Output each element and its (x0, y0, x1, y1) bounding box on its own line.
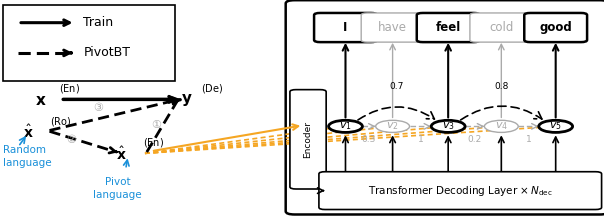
Text: ①: ① (151, 120, 161, 130)
Text: 1: 1 (525, 135, 532, 144)
Text: I: I (343, 21, 348, 34)
Text: $v_5$: $v_5$ (549, 121, 562, 132)
Text: Pivot
language: Pivot language (94, 177, 142, 200)
Text: $\mathrm{(De)}$: $\mathrm{(De)}$ (201, 82, 223, 95)
Text: $v_2$: $v_2$ (386, 121, 399, 132)
Text: $\hat{\mathbf{x}}$: $\hat{\mathbf{x}}$ (23, 124, 34, 141)
Circle shape (329, 120, 362, 132)
Text: Transformer Decoding Layer $\times\,N_{\mathrm{dec}}$: Transformer Decoding Layer $\times\,N_{\… (368, 184, 553, 198)
Text: Encoder: Encoder (304, 121, 312, 158)
Text: $\mathrm{(En)}$: $\mathrm{(En)}$ (143, 137, 164, 149)
FancyArrowPatch shape (461, 106, 542, 120)
Text: feel: feel (435, 21, 461, 34)
Text: ②: ② (66, 135, 76, 145)
Text: PivotBT: PivotBT (83, 46, 130, 59)
Text: $v_3$: $v_3$ (442, 121, 455, 132)
FancyBboxPatch shape (524, 13, 587, 42)
Text: cold: cold (489, 21, 513, 34)
FancyBboxPatch shape (286, 0, 604, 214)
Text: ③: ③ (93, 103, 103, 113)
FancyBboxPatch shape (417, 13, 480, 42)
FancyBboxPatch shape (290, 90, 326, 189)
FancyBboxPatch shape (470, 13, 533, 42)
FancyBboxPatch shape (361, 13, 424, 42)
Text: Random
language: Random language (3, 145, 52, 168)
FancyArrowPatch shape (358, 107, 434, 120)
Text: 0.8: 0.8 (495, 82, 509, 91)
Text: $v_4$: $v_4$ (495, 121, 508, 132)
FancyBboxPatch shape (319, 172, 602, 210)
Text: $\hat{\mathbf{x}}$: $\hat{\mathbf{x}}$ (116, 146, 127, 163)
FancyBboxPatch shape (314, 13, 377, 42)
Circle shape (539, 120, 573, 132)
Circle shape (376, 120, 410, 132)
Text: 0.7: 0.7 (390, 82, 404, 91)
Text: 1: 1 (417, 135, 423, 144)
Text: 0.2: 0.2 (467, 135, 482, 144)
Circle shape (431, 120, 465, 132)
FancyBboxPatch shape (3, 5, 175, 81)
Text: $\mathbf{x}$: $\mathbf{x}$ (35, 93, 47, 108)
Text: Train: Train (83, 16, 114, 29)
Text: $\mathbf{y}$: $\mathbf{y}$ (181, 92, 193, 108)
Text: $\mathrm{(Ro)}$: $\mathrm{(Ro)}$ (50, 115, 71, 128)
Circle shape (484, 120, 518, 132)
Text: $v_1$: $v_1$ (339, 121, 352, 132)
Text: have: have (378, 21, 407, 34)
Text: 0.3: 0.3 (362, 135, 376, 144)
Text: good: good (539, 21, 572, 34)
Text: $\mathrm{(En)}$: $\mathrm{(En)}$ (59, 82, 80, 95)
